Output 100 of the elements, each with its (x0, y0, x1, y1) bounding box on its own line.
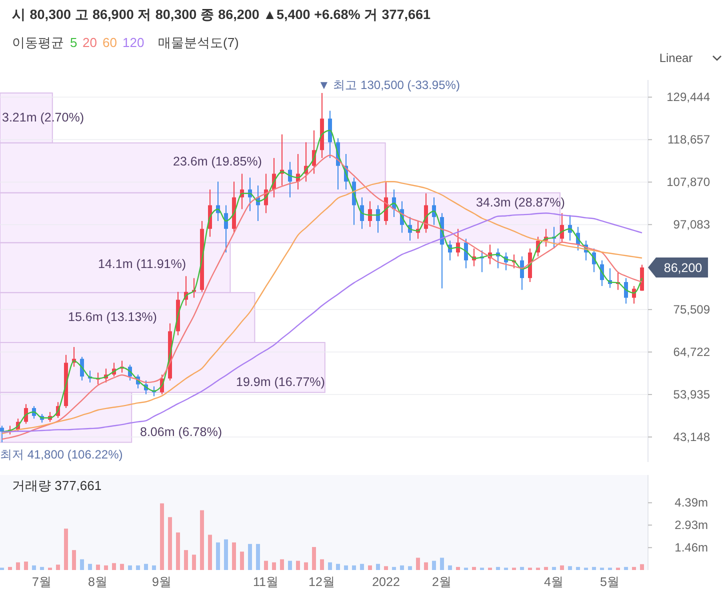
data-label: 3.21m (2.70%) (2, 110, 84, 124)
bar (336, 564, 340, 570)
bar (120, 564, 124, 570)
bar (592, 566, 596, 570)
bar (248, 544, 252, 570)
candlestick (328, 110, 332, 158)
bar (176, 532, 180, 570)
bar (280, 559, 284, 570)
candlestick (368, 200, 372, 228)
bar (0, 142, 386, 194)
chart-title: 시 80,300 고 86,900 저 80,300 종 86,200 ▲5,400 +6.68% 거 377,661 (12, 7, 432, 22)
chart-title: 거래량 377,661 (12, 478, 102, 493)
bar (408, 566, 412, 570)
candlestick (0, 425, 4, 443)
candlestick (224, 204, 228, 253)
bar (88, 564, 92, 570)
bar (24, 562, 28, 570)
bar (96, 564, 100, 570)
candlestick (456, 228, 460, 257)
text: 20 (82, 35, 97, 50)
bar (448, 565, 452, 570)
bar (72, 550, 76, 570)
bar (168, 517, 172, 570)
candlestick (640, 264, 644, 292)
legend-title: 이동평균 (12, 35, 64, 50)
bar (344, 565, 348, 570)
bar (232, 542, 236, 570)
bar (240, 552, 244, 570)
bar (200, 510, 204, 570)
bar (288, 560, 292, 570)
bar (432, 560, 436, 570)
bar (144, 564, 148, 570)
bar (312, 547, 316, 570)
bar (384, 566, 388, 570)
candlestick (624, 278, 628, 304)
bar (160, 503, 164, 570)
bar (520, 566, 524, 570)
x-tick-label: 4월 (544, 575, 564, 589)
y-tick-label: 53,935 (673, 388, 710, 402)
bar (552, 566, 556, 570)
bar (56, 564, 60, 570)
bar (304, 562, 308, 570)
bar (456, 566, 460, 570)
bar (216, 542, 220, 570)
y-tick-label: 75,509 (673, 302, 710, 317)
bar (624, 566, 628, 570)
x-tick-label: 9월 (152, 575, 172, 589)
bar (328, 562, 332, 570)
bar (128, 565, 132, 570)
bar (368, 565, 372, 570)
bar (472, 566, 476, 570)
x-tick-label: 11월 (253, 575, 279, 589)
bar (568, 566, 572, 570)
text: Linear (659, 51, 693, 65)
bar (496, 566, 500, 570)
y-tick-label: 107,870 (666, 175, 710, 190)
bar (208, 534, 212, 570)
bar (640, 564, 644, 570)
bar (424, 562, 428, 570)
bar (632, 566, 636, 570)
data-label: 19.9m (16.77%) (236, 375, 325, 390)
y-tick-label: 129,444 (666, 90, 710, 104)
bar (192, 554, 196, 570)
bar (360, 564, 364, 570)
candlestick (376, 204, 380, 234)
bar (352, 565, 356, 570)
bar (560, 565, 564, 570)
bar (184, 550, 188, 570)
bar (64, 528, 68, 570)
bar (440, 558, 444, 570)
bar (32, 565, 36, 570)
bar (80, 559, 84, 570)
data-label: 8.06m (6.78%) (140, 424, 222, 439)
annotation: 최저 41,800 (106.22%) (0, 447, 123, 462)
data-label: 34.3m (28.87%) (476, 195, 565, 210)
y-tick-label: 4.39m (674, 496, 708, 510)
bar (416, 558, 420, 570)
bar (104, 565, 108, 570)
x-tick-label: 12월 (308, 575, 336, 589)
x-tick-label: 2022 (372, 575, 400, 589)
bar (256, 544, 260, 570)
text: 120 (122, 35, 144, 50)
y-tick-label: 43,148 (673, 430, 710, 444)
x-tick-label: 7월 (32, 575, 52, 589)
bar (296, 560, 300, 570)
bar (264, 560, 268, 570)
candlestick (632, 285, 636, 304)
bar (0, 292, 256, 344)
bar (152, 565, 156, 570)
bar (224, 539, 228, 570)
data-label: 15.6m (13.13%) (68, 310, 157, 324)
candlestick (464, 238, 468, 269)
candlestick (360, 196, 364, 230)
bar (376, 564, 380, 570)
bar (576, 566, 580, 570)
x-tick-label: 2월 (432, 575, 452, 589)
chart-title: 매물분석도(7) (158, 35, 239, 50)
data-label: 23.6m (19.85%) (173, 154, 262, 168)
text: 60 (102, 35, 117, 50)
bar (40, 566, 44, 570)
